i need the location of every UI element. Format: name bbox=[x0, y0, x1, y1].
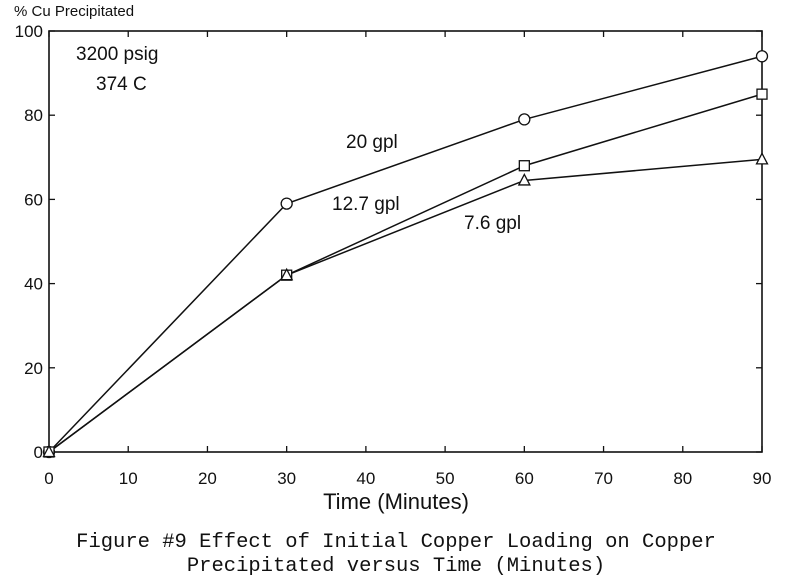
series-line-1 bbox=[48, 93, 763, 453]
circle-marker bbox=[755, 50, 769, 63]
triangle-marker bbox=[280, 267, 294, 281]
x-tick-label: 10 bbox=[119, 469, 138, 488]
x-tick-label: 60 bbox=[515, 469, 534, 488]
pressure-condition: 3200 psig bbox=[76, 44, 159, 65]
series-label-2: 7.6 gpl bbox=[464, 213, 521, 234]
series-line-2 bbox=[48, 158, 763, 453]
series-label-1: 12.7 gpl bbox=[332, 194, 400, 215]
x-tick-label: 90 bbox=[753, 469, 772, 488]
x-tick-label: 30 bbox=[277, 469, 296, 488]
circle-marker bbox=[280, 197, 293, 210]
series-line-0 bbox=[48, 55, 763, 453]
y-tick-label: 60 bbox=[24, 190, 43, 209]
square-marker bbox=[756, 88, 768, 100]
x-tick-label: 70 bbox=[594, 469, 613, 488]
circle-marker bbox=[518, 113, 531, 126]
y-tick-label: 0 bbox=[34, 443, 43, 462]
square-marker bbox=[518, 160, 530, 172]
y-tick-label: 40 bbox=[24, 275, 43, 294]
y-axis-title: % Cu Precipitated bbox=[14, 3, 135, 20]
figure-caption-line-2: Precipitated versus Time (Minutes) bbox=[186, 555, 606, 578]
figure-caption-line-1: Figure #9 Effect of Initial Copper Loadi… bbox=[76, 531, 716, 554]
triangle-marker bbox=[517, 173, 531, 186]
x-tick-label: 80 bbox=[673, 469, 692, 488]
temperature-condition: 374 C bbox=[96, 74, 147, 95]
triangle-marker bbox=[42, 444, 56, 458]
series-label-0: 20 gpl bbox=[346, 132, 398, 153]
y-tick-label: 100 bbox=[15, 22, 43, 41]
x-tick-label: 40 bbox=[356, 469, 375, 488]
x-tick-label: 20 bbox=[198, 469, 217, 488]
y-tick-label: 20 bbox=[24, 359, 43, 378]
triangle-marker bbox=[755, 152, 769, 165]
x-axis-title: Time (Minutes) bbox=[323, 489, 469, 514]
plot-frame bbox=[48, 30, 763, 453]
y-tick-label: 80 bbox=[24, 106, 43, 125]
x-tick-label: 50 bbox=[436, 469, 455, 488]
x-tick-label: 0 bbox=[44, 469, 53, 488]
